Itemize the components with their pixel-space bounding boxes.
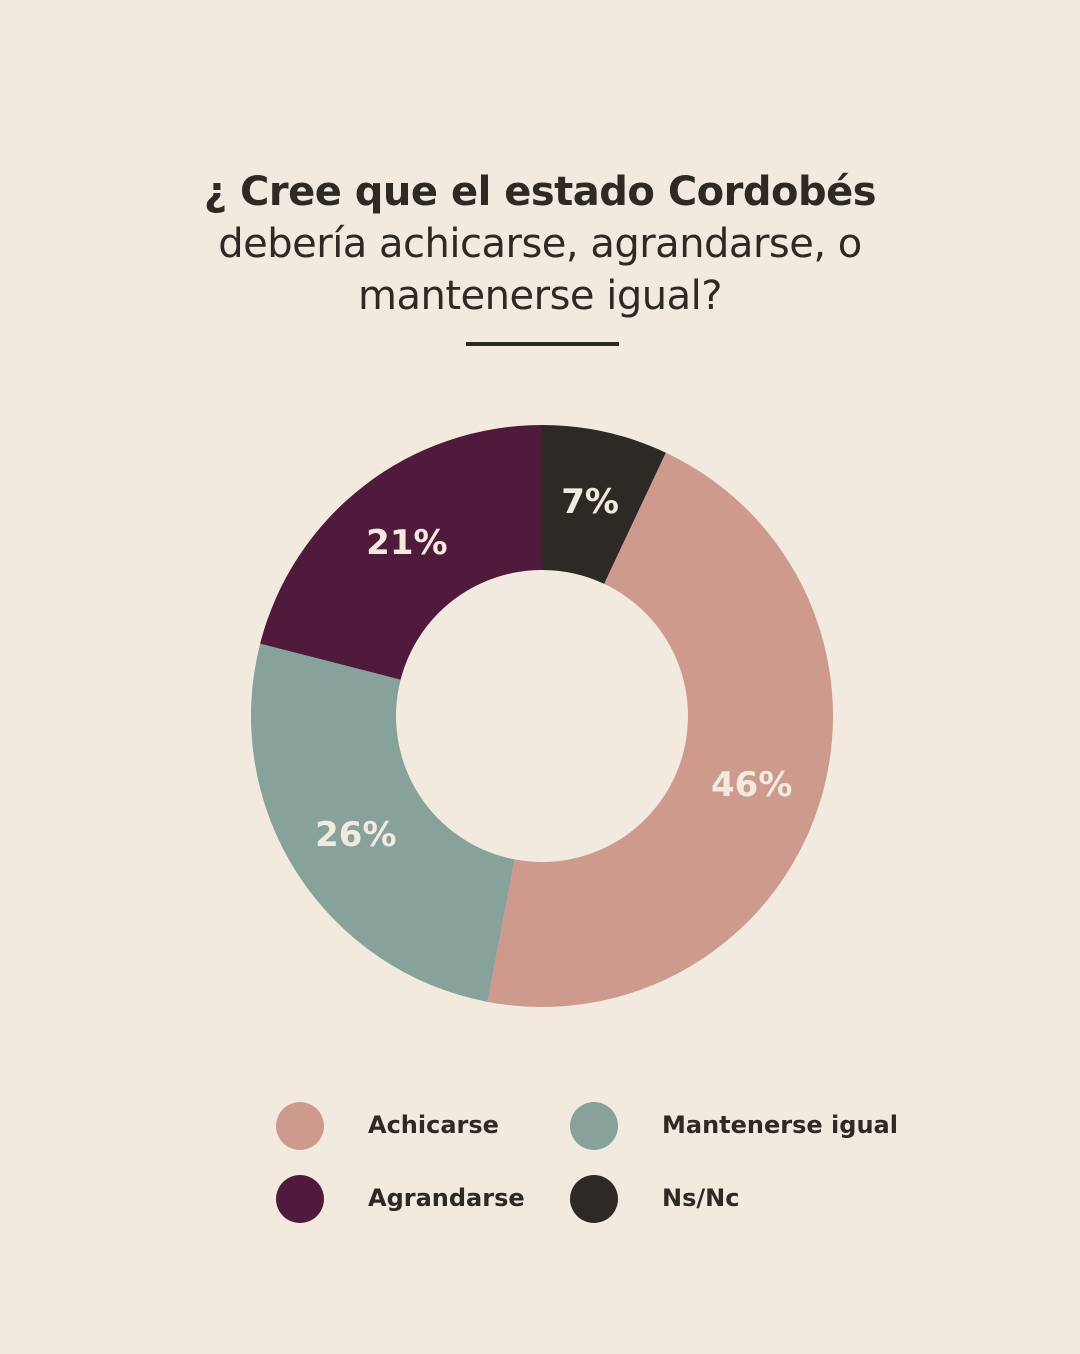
legend-label-achicarse: Achicarse: [368, 1111, 499, 1139]
donut-slice-ns-nc: [542, 425, 666, 584]
legend-item-achicarse: Achicarse: [276, 1102, 499, 1150]
chart-title: ¿ Cree que el estado Cordobés debería ac…: [0, 166, 1080, 322]
donut-slice-mantenerse-igual: [251, 643, 515, 1002]
slice-label: 7%: [561, 482, 619, 522]
legend-swatch-mantenerse: [570, 1102, 618, 1150]
slice-label: 26%: [315, 815, 396, 855]
legend-item-mantenerse: Mantenerse igual: [570, 1102, 898, 1150]
donut-slice-achicarse: [487, 452, 834, 1008]
legend-label-nsnc: Ns/Nc: [662, 1184, 740, 1212]
legend-item-nsnc: Ns/Nc: [570, 1175, 739, 1223]
legend-item-agrandarse: Agrandarse: [276, 1175, 525, 1223]
donut-slice-agrandarse: [260, 425, 542, 680]
legend-swatch-nsnc: [570, 1175, 618, 1223]
title-line-2: debería achicarse, agrandarse, o: [218, 221, 862, 267]
legend-swatch-achicarse: [276, 1102, 324, 1150]
slice-label: 46%: [711, 765, 792, 805]
legend-swatch-agrandarse: [276, 1175, 324, 1223]
title-line-1: ¿ Cree que el estado Cordobés: [203, 169, 877, 215]
title-line-3: mantenerse igual?: [358, 273, 722, 319]
legend-label-agrandarse: Agrandarse: [368, 1184, 525, 1212]
title-divider: [466, 342, 619, 346]
legend-label-mantenerse: Mantenerse igual: [662, 1111, 898, 1139]
slice-label: 21%: [366, 523, 447, 563]
